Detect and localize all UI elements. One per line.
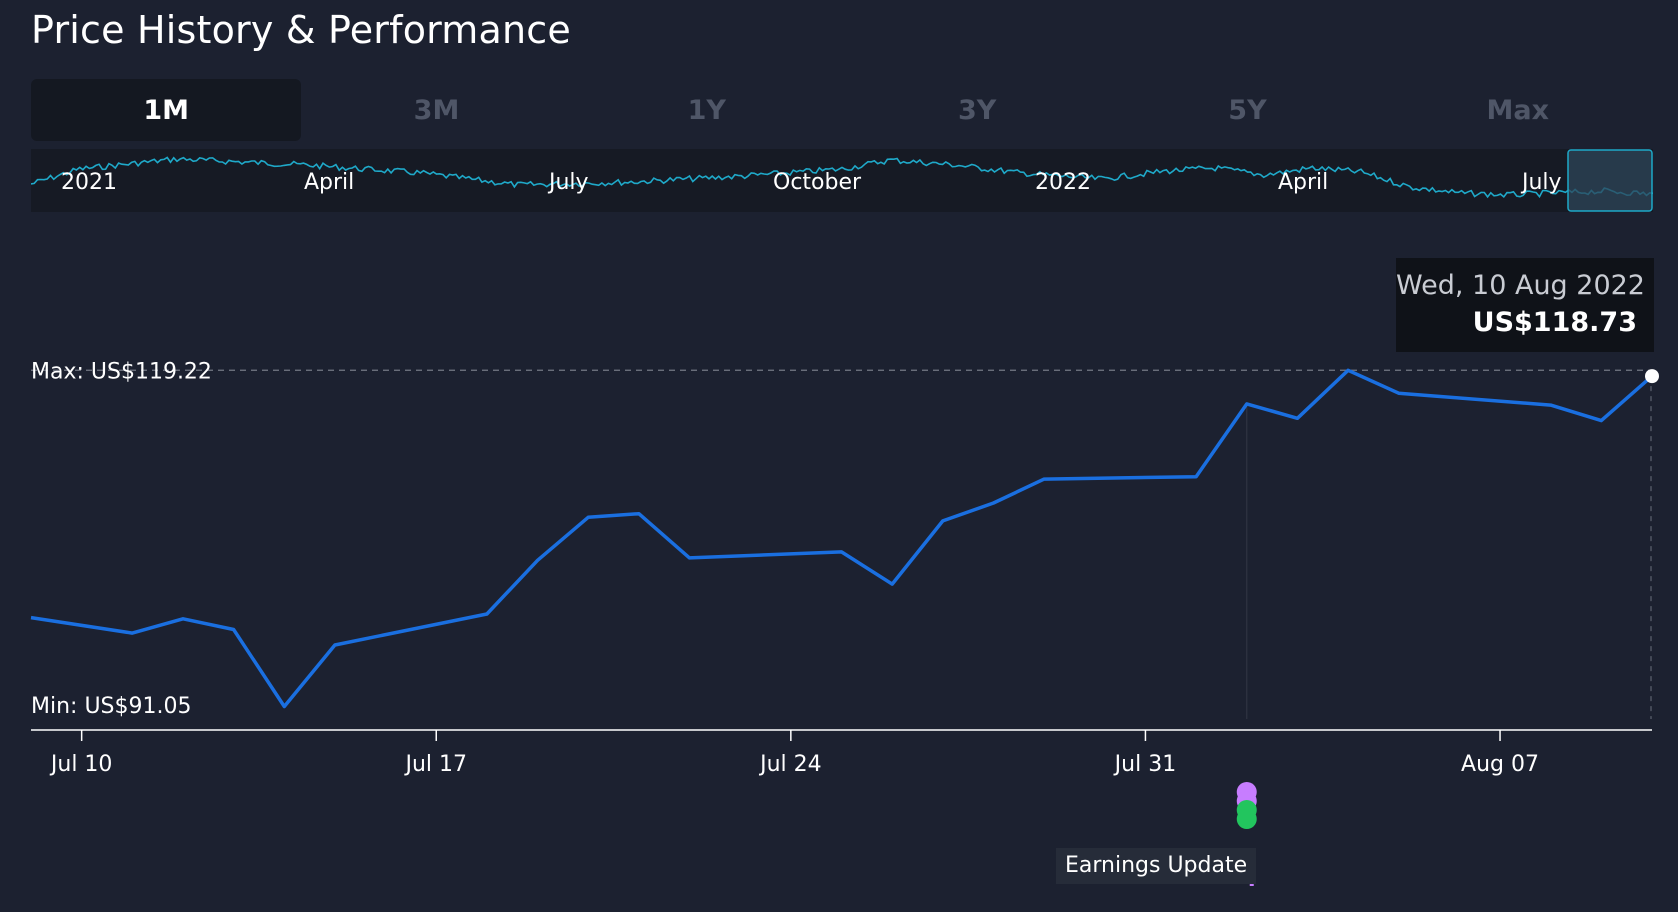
x-tick-label: Aug 07 <box>1461 752 1539 777</box>
price-line <box>30 368 1654 709</box>
navigator-label-april-2021: April <box>304 170 354 195</box>
tooltip-price: US$118.73 <box>1472 307 1637 338</box>
earnings-update-label[interactable]: Earnings Update <box>1056 848 1257 884</box>
price-point[interactable] <box>1343 365 1353 375</box>
tab-1m[interactable]: 1M <box>31 79 302 141</box>
tab-1y[interactable]: 1Y <box>687 94 726 126</box>
max-label: Max: US$119.22 <box>31 359 212 384</box>
page-title: Price History & Performance <box>31 8 571 52</box>
price-point[interactable] <box>330 640 340 650</box>
tab-3y[interactable]: 3Y <box>957 94 997 126</box>
price-point[interactable] <box>229 624 239 634</box>
navigator-label-2022: 2022 <box>1035 170 1091 195</box>
price-tooltip: Wed, 10 Aug 2022 US$118.73 <box>1396 258 1654 352</box>
navigator-svg: 2021 April July October 2022 April July <box>31 149 1653 212</box>
price-point[interactable] <box>1546 400 1556 410</box>
price-point[interactable] <box>634 509 644 519</box>
x-tick-label: Jul 17 <box>403 752 467 777</box>
x-tick-label: Jul 24 <box>758 752 822 777</box>
x-tick-label: Jul 10 <box>49 752 113 777</box>
navigator-label-2021: 2021 <box>61 170 117 195</box>
min-label: Min: US$91.05 <box>31 694 192 719</box>
price-point[interactable] <box>887 579 897 589</box>
price-point[interactable] <box>127 628 137 638</box>
price-point[interactable] <box>685 553 695 563</box>
price-point[interactable] <box>279 701 289 711</box>
time-range-tabs: 1M 3M 1Y 3Y 5Y Max <box>31 79 1653 141</box>
navigator-label-july-2021: July <box>547 170 589 195</box>
navigator-label-july-2022: July <box>1520 170 1562 195</box>
price-point[interactable] <box>938 516 948 526</box>
price-point[interactable] <box>1394 388 1404 398</box>
price-point[interactable] <box>178 614 188 624</box>
x-tick-label: Jul 31 <box>1113 752 1177 777</box>
price-point[interactable] <box>1191 472 1201 482</box>
navigator-label-october: October <box>773 170 862 195</box>
price-point[interactable] <box>1596 416 1606 426</box>
event-marker-dot[interactable] <box>1236 809 1257 829</box>
navigator-label-april-2022: April <box>1278 170 1328 195</box>
price-point[interactable] <box>1039 474 1049 484</box>
price-point[interactable] <box>533 555 543 565</box>
navigator-selection-window[interactable] <box>1567 149 1653 212</box>
price-point[interactable] <box>1242 399 1252 409</box>
price-point[interactable] <box>837 547 847 557</box>
tab-max[interactable]: Max <box>1486 94 1550 126</box>
range-navigator[interactable]: 2021 April July October 2022 April July <box>31 149 1653 212</box>
price-point[interactable] <box>583 512 593 522</box>
tooltip-date: Wed, 10 Aug 2022 <box>1396 270 1645 301</box>
tab-5y[interactable]: 5Y <box>1228 94 1267 126</box>
price-point[interactable] <box>26 613 36 623</box>
hover-point-marker <box>1645 369 1659 384</box>
price-point[interactable] <box>988 498 998 508</box>
tab-3m[interactable]: 3M <box>413 94 460 126</box>
price-point[interactable] <box>1292 413 1302 423</box>
price-point[interactable] <box>482 609 492 619</box>
navigator-line <box>31 156 1653 199</box>
